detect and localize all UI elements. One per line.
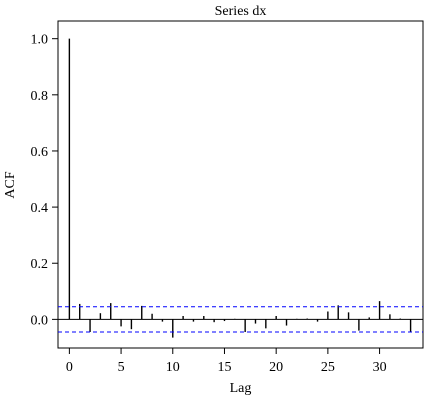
x-tick-label: 10	[166, 360, 180, 375]
x-tick-label: 30	[373, 360, 387, 375]
y-tick-label: 0.8	[31, 89, 49, 104]
x-axis: 0 5 10 15 20 25 30	[66, 348, 387, 375]
x-axis-label: Lag	[230, 381, 252, 396]
y-tick-label: 0.2	[31, 257, 49, 272]
y-tick-label: 0.4	[31, 201, 49, 216]
x-tick-label: 20	[269, 360, 283, 375]
y-tick-label: 0.6	[31, 145, 49, 160]
y-tick-label: 1.0	[31, 33, 49, 48]
x-tick-label: 0	[66, 360, 73, 375]
x-tick-label: 15	[217, 360, 231, 375]
chart-title: Series dx	[215, 4, 267, 19]
x-tick-label: 5	[118, 360, 125, 375]
acf-bars	[58, 38, 423, 338]
confidence-bands	[58, 306, 423, 333]
plot-frame	[57, 20, 424, 349]
y-tick-label: 0.0	[31, 313, 49, 328]
y-axis: 0.0 0.2 0.4 0.6 0.8 1.0	[31, 33, 58, 328]
y-axis-label: ACF	[3, 171, 18, 198]
x-tick-label: 25	[321, 360, 335, 375]
